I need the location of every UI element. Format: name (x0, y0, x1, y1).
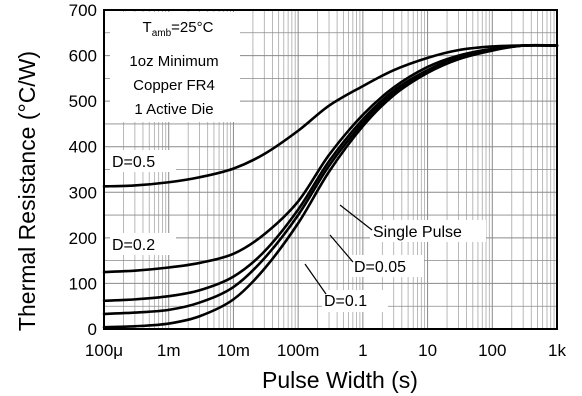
x-tick-label: 100μ (85, 341, 123, 360)
tick-labels: 100μ 1m 10m 100m 1 10 100 1k 0 100 200 300 400 500 600… (69, 1, 567, 360)
x-tick-label: 1 (358, 341, 367, 360)
series-labels: D=0.5 D=0.2 Single Pulse D=0.05 D=0.1 (110, 150, 486, 312)
label-d05: D=0.5 (112, 154, 155, 171)
x-tick-label: 10 (418, 341, 437, 360)
ambient-temperature-note: Tamb=25°C (143, 19, 214, 39)
series-lines (102, 43, 559, 329)
label-d01: D=0.1 (324, 293, 367, 310)
x-tick-label: 100m (277, 341, 320, 360)
leader-d01 (304, 263, 327, 295)
label-bg-single-pulse (370, 220, 486, 242)
label-d005: D=0.05 (354, 259, 406, 276)
active-die-note: 1 Active Die (134, 101, 213, 118)
y-tick-label: 500 (69, 92, 97, 111)
tamb-symbol: T (143, 19, 152, 36)
x-tick-label: 1m (157, 341, 181, 360)
x-tick-label: 10m (217, 341, 250, 360)
y-tick-label: 200 (69, 229, 97, 248)
y-tick-label: 400 (69, 138, 97, 157)
copper-weight-note: 1oz Minimum (129, 53, 218, 70)
label-bg-d005 (352, 255, 424, 277)
tamb-subscript: amb (152, 28, 172, 39)
y-axis-title: Thermal Resistance (°C/W) (14, 51, 40, 331)
label-single-pulse: Single Pulse (373, 224, 462, 241)
x-tick-label: 100 (478, 341, 506, 360)
x-tick-label: 1k (548, 341, 566, 360)
series-line-d-0-5 (102, 44, 559, 188)
x-axis-title: Pulse Width (s) (262, 367, 418, 393)
series-line-single-pulse (102, 43, 559, 329)
board-material-note: Copper FR4 (133, 77, 215, 94)
y-tick-label: 0 (88, 320, 97, 339)
plot-frame (103, 9, 558, 330)
label-bg-d02 (110, 233, 176, 255)
label-bg-d05 (110, 150, 176, 172)
tamb-value: =25°C (171, 19, 213, 36)
conditions-note-background (110, 12, 240, 122)
conditions-note: Tamb=25°C 1oz Minimum Copper FR4 1 Activ… (110, 12, 240, 122)
leader-single-pulse (339, 204, 373, 231)
y-tick-label: 700 (69, 1, 97, 20)
label-d02: D=0.2 (112, 237, 155, 254)
y-tick-label: 600 (69, 47, 97, 66)
y-tick-label: 300 (69, 183, 97, 202)
leader-d005 (329, 234, 354, 263)
label-bg-d01 (322, 290, 388, 312)
y-tick-label: 100 (69, 274, 97, 293)
